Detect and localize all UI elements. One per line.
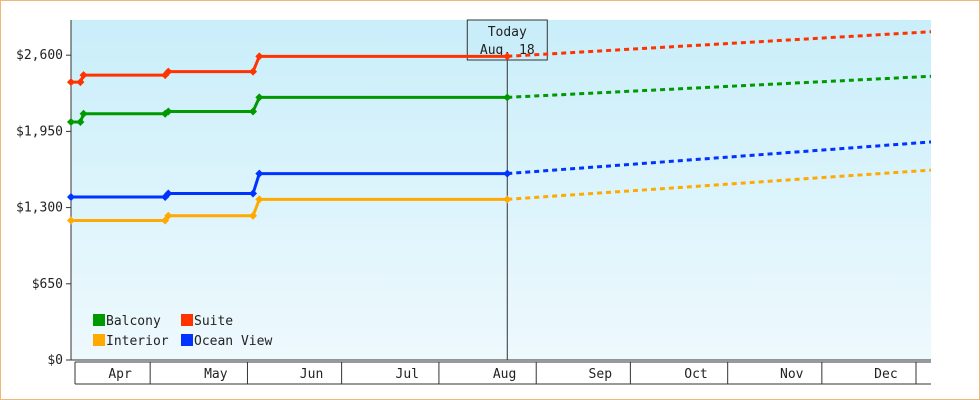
y-tick-label: $0	[47, 353, 63, 368]
data-point[interactable]	[503, 195, 512, 204]
month-label: Jun	[300, 367, 323, 382]
month-label: Oct	[684, 367, 707, 382]
legend-swatch	[181, 334, 193, 346]
legend-swatch	[93, 334, 105, 346]
legend-item-interior[interactable]: Interior	[93, 334, 169, 349]
month-label: Nov	[780, 367, 804, 382]
data-point[interactable]	[503, 93, 512, 102]
series-ocean-view	[67, 140, 932, 202]
data-point[interactable]	[255, 169, 264, 178]
data-point[interactable]	[67, 216, 75, 225]
series-line	[71, 197, 508, 222]
series-forecast-line	[507, 74, 932, 99]
legend-item-balcony[interactable]: Balcony	[93, 314, 161, 329]
legend-label: Balcony	[106, 314, 161, 329]
data-point[interactable]	[76, 118, 85, 126]
series-balcony	[67, 74, 932, 126]
y-tick-label: $1,950	[16, 124, 63, 139]
month-label: Jul	[396, 367, 419, 382]
month-label: Dec	[874, 367, 897, 382]
data-point[interactable]	[255, 195, 264, 204]
data-point[interactable]	[249, 189, 258, 198]
data-point[interactable]	[255, 93, 264, 102]
legend-swatch	[181, 314, 193, 326]
month-label: May	[204, 367, 228, 382]
series-layer	[67, 30, 932, 225]
series-interior	[67, 168, 932, 225]
data-point[interactable]	[255, 52, 264, 61]
legend-item-ocean-view[interactable]: Ocean View	[181, 334, 272, 349]
data-point[interactable]	[67, 78, 75, 87]
month-label: Apr	[108, 367, 132, 382]
data-point[interactable]	[164, 67, 173, 76]
legend-label: Interior	[106, 334, 169, 349]
legend-label: Suite	[194, 314, 233, 329]
x-axis: Apr May Jun Jul Aug Sep Oct Nov Dec	[71, 359, 931, 385]
data-point[interactable]	[67, 118, 75, 126]
data-point[interactable]	[249, 67, 258, 76]
series-line	[71, 172, 508, 199]
data-point[interactable]	[503, 52, 512, 61]
y-axis: $0 $650 $1,300 $1,950 $2,600	[16, 20, 72, 368]
series-suite	[67, 30, 932, 87]
series-forecast-line	[507, 30, 932, 58]
data-point[interactable]	[67, 193, 75, 202]
y-tick-label: $1,300	[16, 201, 63, 216]
legend: Balcony Suite Interior Ocean View	[93, 314, 272, 349]
data-point[interactable]	[76, 78, 85, 87]
legend-item-suite[interactable]: Suite	[181, 314, 233, 329]
series-forecast-line	[507, 140, 932, 176]
month-label: Sep	[589, 367, 613, 382]
data-point[interactable]	[79, 71, 88, 80]
data-point[interactable]	[249, 107, 258, 116]
legend-swatch	[93, 314, 105, 326]
y-tick-label: $650	[32, 277, 63, 292]
data-point[interactable]	[79, 109, 88, 118]
plot-background	[71, 20, 931, 360]
legend-label: Ocean View	[194, 334, 272, 349]
data-point[interactable]	[503, 169, 512, 178]
data-point[interactable]	[164, 107, 173, 116]
data-point[interactable]	[164, 211, 173, 220]
series-forecast-line	[507, 168, 932, 201]
y-tick-label: $2,600	[16, 48, 63, 63]
month-label: Aug	[493, 367, 516, 382]
data-point[interactable]	[164, 189, 173, 198]
data-point[interactable]	[249, 211, 258, 220]
today-label: Today	[488, 25, 527, 40]
